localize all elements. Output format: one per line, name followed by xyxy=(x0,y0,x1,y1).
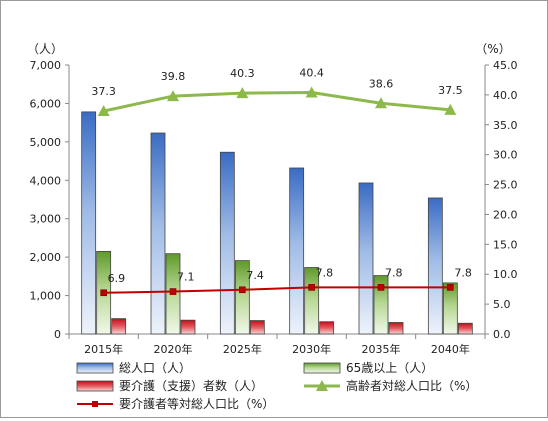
bar-3-2020年 xyxy=(180,319,196,335)
line-series-2 xyxy=(103,286,451,294)
category-label: 2015年 xyxy=(84,342,123,356)
bar-2-2035年 xyxy=(373,275,389,335)
data-label-aged-ratio: 40.4 xyxy=(299,66,324,79)
right-tick-label: 10.0 xyxy=(493,268,518,281)
right-tick-label: 40.0 xyxy=(493,89,518,102)
data-label-care-ratio: 7.8 xyxy=(454,266,472,279)
data-label-aged-ratio: 37.3 xyxy=(91,85,116,98)
right-tick-label: 15.0 xyxy=(493,238,518,251)
category-label: 2035年 xyxy=(362,342,401,356)
category-label: 2020年 xyxy=(154,342,193,356)
bar-1-2025年 xyxy=(219,151,235,335)
line-marker-square xyxy=(100,289,107,297)
bar-3-2030年 xyxy=(319,321,335,335)
bar-1-2035年 xyxy=(358,182,374,335)
line-marker-square xyxy=(308,284,315,291)
legend-label: 総人口（人） xyxy=(119,361,191,375)
left-tick-label: 1,000 xyxy=(30,290,62,303)
data-label-aged-ratio: 38.6 xyxy=(369,77,394,90)
data-label-aged-ratio: 39.8 xyxy=(161,70,186,83)
line-marker-triangle xyxy=(97,105,110,117)
line-marker-triangle xyxy=(375,97,387,109)
data-label-aged-ratio: 40.3 xyxy=(230,67,255,80)
line-marker-square xyxy=(169,288,177,295)
line-series-1 xyxy=(103,90,451,113)
bar-3-2035年 xyxy=(388,322,404,335)
line-marker-triangle xyxy=(236,87,249,99)
bar-2-2030年 xyxy=(304,267,320,335)
line-marker-triangle xyxy=(167,90,179,102)
right-tick-label: 45.0 xyxy=(493,59,518,72)
bar-2-2040年 xyxy=(442,282,458,335)
line-marker-triangle xyxy=(444,103,457,115)
data-label-care-ratio: 7.8 xyxy=(385,266,403,279)
line-marker-square xyxy=(239,286,246,294)
data-label-care-ratio: 7.8 xyxy=(316,266,334,279)
data-label-care-ratio: 6.9 xyxy=(108,272,126,285)
category-label: 2030年 xyxy=(292,342,331,356)
data-label-care-ratio: 7.1 xyxy=(177,271,195,284)
legend-marker-triangle xyxy=(316,380,328,391)
category-label: 2040年 xyxy=(431,342,470,356)
left-tick-label: 6,000 xyxy=(30,97,62,110)
legend-label: 高齢者対総人口比（%） xyxy=(346,378,477,393)
bar-3-2015年 xyxy=(111,318,127,335)
right-tick-label: 30.0 xyxy=(493,149,518,162)
bar-3-2040年 xyxy=(457,322,473,335)
line-marker-square xyxy=(377,284,385,291)
bar-1-2030年 xyxy=(289,167,305,335)
left-tick-label: 4,000 xyxy=(30,174,62,187)
right-tick-label: 5.0 xyxy=(493,298,511,311)
legend-label: 要介護者等対総人口比（%） xyxy=(119,396,274,411)
legend-marker-square xyxy=(92,401,98,407)
legend-label: 65歳以上（人） xyxy=(346,361,433,375)
bar-1-2020年 xyxy=(150,132,166,335)
left-tick-label: 3,000 xyxy=(30,213,62,226)
legend-swatch xyxy=(76,362,114,374)
legend-swatch xyxy=(76,380,114,392)
right-tick-label: 25.0 xyxy=(493,179,518,192)
right-tick-label: 20.0 xyxy=(493,208,518,221)
left-tick-label: 7,000 xyxy=(30,59,62,72)
left-axis-unit: （人） xyxy=(27,42,63,56)
line-marker-triangle xyxy=(305,86,318,98)
bar-1-2040年 xyxy=(427,197,443,335)
legend-swatch xyxy=(303,362,341,374)
line-marker-square xyxy=(447,284,454,291)
bar-2-2025年 xyxy=(234,260,250,335)
bar-1-2015年 xyxy=(81,111,97,335)
data-label-aged-ratio: 37.5 xyxy=(438,84,463,97)
right-axis-unit: （%） xyxy=(475,42,510,56)
left-tick-label: 2,000 xyxy=(30,251,62,264)
left-tick-label: 5,000 xyxy=(30,136,62,149)
left-tick-label: 0 xyxy=(54,328,61,341)
right-tick-label: 0.0 xyxy=(493,328,511,341)
right-tick-label: 35.0 xyxy=(493,119,518,132)
bar-3-2025年 xyxy=(249,320,265,335)
legend-label: 要介護（支援）者数（人） xyxy=(119,378,263,393)
category-label: 2025年 xyxy=(223,342,262,356)
data-label-care-ratio: 7.4 xyxy=(246,269,263,282)
